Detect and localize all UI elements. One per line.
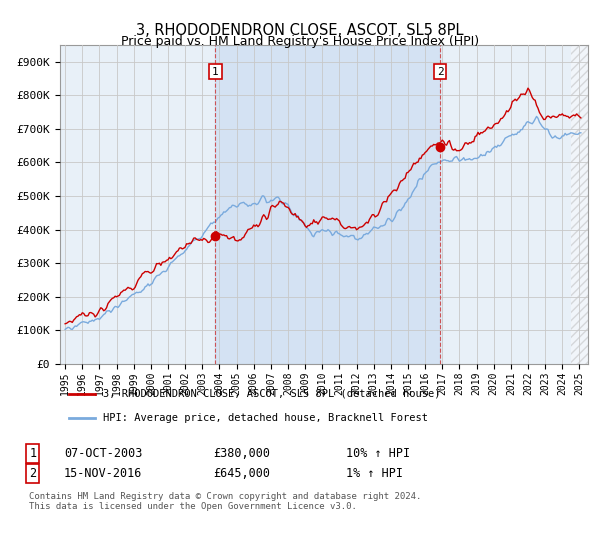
Text: 07-OCT-2003: 07-OCT-2003 — [64, 447, 142, 460]
Bar — [215, 45, 440, 364]
Text: 1: 1 — [212, 67, 219, 77]
Text: 15-NOV-2016: 15-NOV-2016 — [64, 467, 142, 480]
Text: £645,000: £645,000 — [214, 467, 271, 480]
Text: HPI: Average price, detached house, Bracknell Forest: HPI: Average price, detached house, Brac… — [103, 413, 428, 423]
Text: Contains HM Land Registry data © Crown copyright and database right 2024.
This d: Contains HM Land Registry data © Crown c… — [29, 492, 422, 511]
Text: 3, RHODODENDRON CLOSE, ASCOT, SL5 8PL: 3, RHODODENDRON CLOSE, ASCOT, SL5 8PL — [136, 24, 464, 38]
Polygon shape — [571, 45, 588, 364]
Text: 1% ↑ HPI: 1% ↑ HPI — [346, 467, 403, 480]
Text: 10% ↑ HPI: 10% ↑ HPI — [346, 447, 410, 460]
Text: 2: 2 — [437, 67, 443, 77]
Text: £380,000: £380,000 — [214, 447, 271, 460]
Text: Price paid vs. HM Land Registry's House Price Index (HPI): Price paid vs. HM Land Registry's House … — [121, 35, 479, 49]
Text: 3, RHODODENDRON CLOSE, ASCOT, SL5 8PL (detached house): 3, RHODODENDRON CLOSE, ASCOT, SL5 8PL (d… — [103, 389, 440, 399]
Text: 1: 1 — [29, 447, 37, 460]
Text: 2: 2 — [29, 467, 37, 480]
